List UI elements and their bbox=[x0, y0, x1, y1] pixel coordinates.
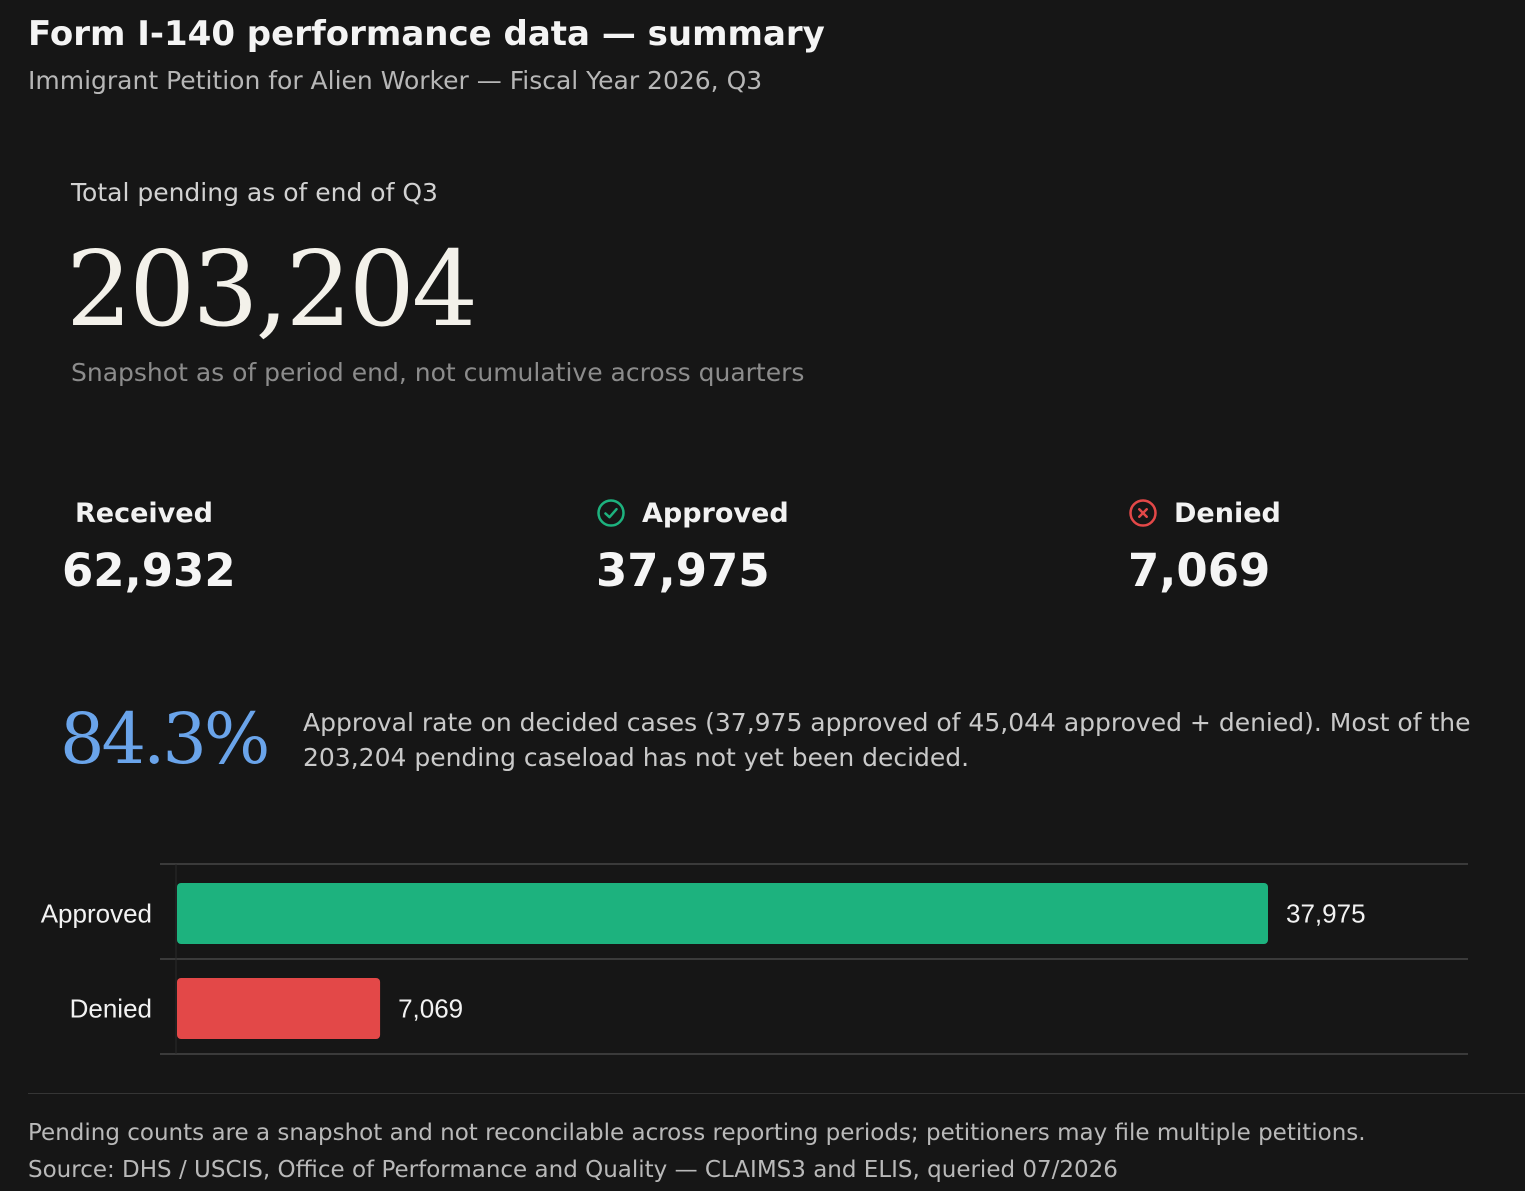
footnote: Pending counts are a snapshot and not re… bbox=[28, 1120, 1366, 1146]
stat-received: Received 62,932 bbox=[62, 494, 236, 598]
bar-denied bbox=[177, 978, 381, 1039]
page-subtitle: Immigrant Petition for Alien Worker — Fi… bbox=[28, 66, 763, 95]
category-label-denied: Denied bbox=[70, 994, 152, 1024]
stat-denied-value: 7,069 bbox=[1128, 544, 1271, 597]
stat-approved-value: 37,975 bbox=[596, 544, 770, 597]
page-title: Form I-140 performance data — summary bbox=[28, 14, 825, 54]
stat-received-value: 62,932 bbox=[62, 544, 236, 597]
value-label-approved: 37,975 bbox=[1286, 899, 1366, 929]
stat-received-label: Received bbox=[75, 497, 213, 529]
bar-approved bbox=[177, 883, 1268, 944]
check-circle-icon bbox=[596, 498, 626, 528]
x-circle-icon bbox=[1128, 498, 1158, 528]
pending-label: Total pending as of end of Q3 bbox=[71, 178, 438, 207]
pending-value: 203,204 bbox=[66, 228, 478, 350]
source-note: Source: DHS / USCIS, Office of Performan… bbox=[28, 1157, 1118, 1183]
approval-rate-value: 84.3% bbox=[60, 698, 270, 780]
stat-approved-head: Approved bbox=[596, 494, 789, 532]
pending-note: Snapshot as of period end, not cumulativ… bbox=[71, 358, 805, 387]
footer-divider bbox=[28, 1093, 1525, 1094]
stat-received-head: Received bbox=[75, 494, 236, 532]
approval-rate-text: Approval rate on decided cases (37,975 a… bbox=[303, 708, 1471, 772]
stat-denied-head: Denied bbox=[1128, 494, 1281, 532]
category-label-approved: Approved bbox=[41, 899, 152, 929]
value-label-denied: 7,069 bbox=[398, 994, 463, 1024]
stat-approved-label: Approved bbox=[642, 497, 789, 529]
stat-denied: Denied 7,069 bbox=[1128, 494, 1281, 598]
stat-denied-label: Denied bbox=[1174, 497, 1281, 529]
decision-bar-chart: Approved 37,975 Denied 7,069 bbox=[41, 863, 1468, 1055]
stat-approved: Approved 37,975 bbox=[596, 494, 789, 598]
